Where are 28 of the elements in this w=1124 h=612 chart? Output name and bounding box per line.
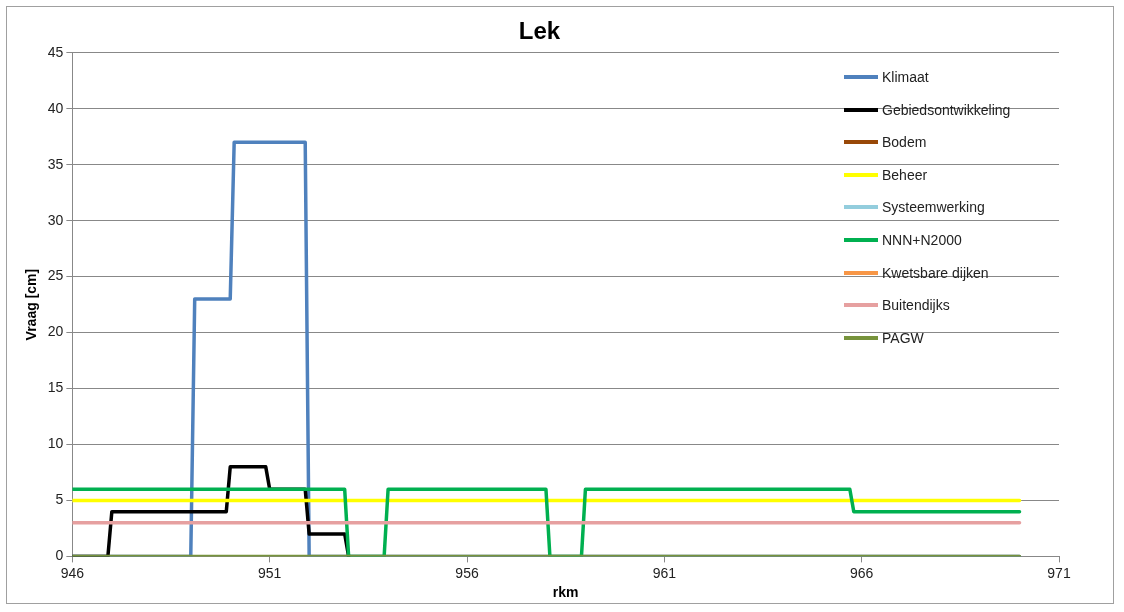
y-tick-label: 20 [47, 323, 64, 340]
x-tick-label: 946 [60, 564, 85, 581]
y-tick-label: 45 [47, 43, 64, 60]
x-tick-label: 961 [652, 564, 677, 581]
legend-label: Systeemwerking [882, 199, 985, 216]
y-tick-label: 30 [47, 211, 64, 228]
x-tick-label: 971 [1047, 564, 1071, 581]
x-axis-title: rkm [552, 584, 579, 601]
legend-label: Beheer [882, 166, 928, 183]
y-tick-label: 40 [47, 99, 64, 116]
legend-label: NNN+N2000 [882, 232, 962, 249]
legend-label: PAGW [882, 329, 924, 346]
legend-label: Gebiedsontwikkeling [882, 101, 1011, 118]
y-tick-label: 5 [55, 491, 64, 508]
y-tick-label: 10 [47, 435, 64, 452]
y-tick-label: 35 [47, 155, 64, 172]
y-tick-label: 25 [47, 267, 64, 284]
legend-label: Buitendijks [882, 297, 950, 314]
legend-label: Kwetsbare dijken [882, 264, 989, 281]
y-axis-title: Vraag [cm] [23, 268, 40, 341]
x-tick-label: 956 [455, 564, 479, 581]
y-tick-label: 15 [47, 379, 64, 396]
legend-label: Bodem [882, 134, 927, 151]
legend-label: Klimaat [882, 69, 929, 86]
x-tick-label: 951 [258, 564, 282, 581]
x-tick-label: 966 [849, 564, 874, 581]
y-tick-label: 0 [55, 547, 64, 564]
chart-title: Lek [518, 17, 561, 45]
